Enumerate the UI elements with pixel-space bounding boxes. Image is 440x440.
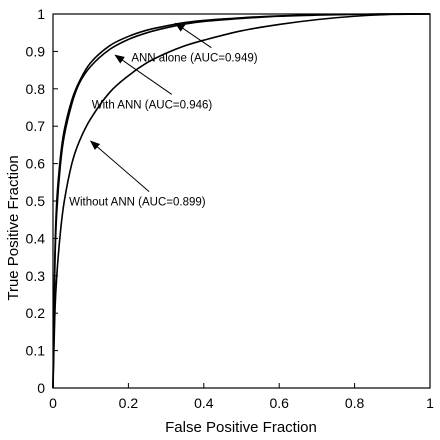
x-axis-label: False Positive Fraction [165, 419, 317, 436]
x-tick-label: 0.8 [345, 395, 365, 411]
y-tick-label: 0 [37, 380, 45, 396]
y-tick-label: 0.5 [26, 193, 46, 209]
x-tick-label: 0.4 [194, 395, 214, 411]
y-axis-label: True Positive Fraction [5, 155, 22, 300]
y-tick-label: 1 [37, 6, 45, 22]
annotation-label: ANN alone (AUC=0.949) [131, 53, 257, 65]
x-tick-label: 1 [426, 395, 434, 411]
x-axis-ticks: 0 0.2 0.4 0.6 0.8 1 [49, 383, 434, 411]
annotation-label: With ANN (AUC=0.946) [92, 99, 213, 111]
roc-curve-with-ann [52, 13, 431, 389]
y-tick-label: 0.4 [26, 230, 46, 246]
x-tick-label: 0.2 [119, 395, 139, 411]
y-tick-label: 0.6 [26, 156, 46, 172]
y-tick-label: 0.2 [26, 305, 46, 321]
y-tick-label: 0.8 [26, 81, 46, 97]
y-tick-label: 0.9 [26, 43, 46, 59]
annotation-label: Without ANN (AUC=0.899) [69, 197, 206, 209]
x-tick-label: 0.6 [269, 395, 289, 411]
annotation-arrow [114, 54, 173, 95]
y-tick-label: 0.3 [26, 268, 46, 284]
annotation-arrow [89, 140, 150, 193]
y-axis-ticks: 0 0.1 0.2 0.3 0.4 0.5 0.6 0.7 0.8 0.9 1 [26, 6, 58, 396]
y-tick-label: 0.1 [26, 343, 46, 359]
x-tick-label: 0 [49, 395, 57, 411]
annotation-arrow [174, 22, 212, 49]
annotations: ANN alone (AUC=0.949) With ANN (AUC=0.946… [69, 22, 258, 209]
y-tick-label: 0.7 [26, 118, 46, 134]
